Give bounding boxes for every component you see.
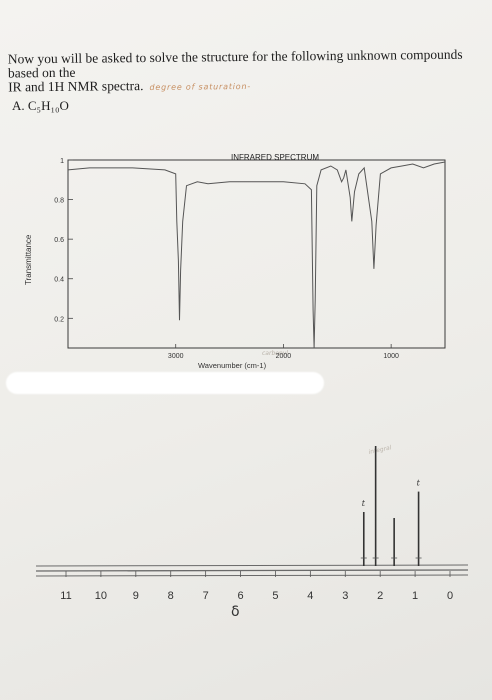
ir-ytick-label-4: 0.2 [54, 316, 64, 323]
redaction-mark [6, 372, 324, 394]
nmr-xtick-label-1: 10 [95, 590, 107, 602]
ir-ylabel: Transmittance [24, 234, 33, 285]
nmr-xtick-label-0: 11 [60, 590, 71, 602]
ir-xlabel: Wavenumber (cm-1) [198, 361, 267, 370]
ir-xtick-label-1: 2000 [276, 353, 292, 360]
ir-ytick-label-2: 0.6 [54, 237, 64, 244]
nmr-xtick-label-7: 4 [307, 590, 313, 602]
nmr-baseline-2 [35, 569, 469, 572]
nmr-baseline-3 [35, 574, 469, 577]
ir-spectrum-line [67, 161, 446, 349]
nmr-xtick-label-10: 1 [412, 590, 418, 602]
nmr-xtick-label-4: 7 [203, 590, 209, 602]
ir-ticks: 1 0.8 0.6 0.4 0.2 3000 2000 1000 [54, 158, 399, 360]
ir-plot-frame [67, 159, 446, 349]
nmr-ticks: 11 10 9 8 7 6 5 4 3 2 1 0 [60, 571, 453, 602]
part-label: A. C₅H₁₀O [12, 98, 69, 113]
ir-ytick-label-3: 0.4 [54, 277, 64, 284]
ir-annotation: carbonyl [262, 350, 288, 357]
ir-ytick-label-1: 0.8 [54, 198, 64, 205]
ir-ytick-label-0: 1 [60, 158, 64, 165]
nmr-xtick-label-11: 0 [447, 590, 453, 602]
ir-title: INFRARED SPECTRUM [231, 153, 319, 162]
nmr-xtick-label-6: 5 [272, 590, 278, 602]
nmr-peak-label-0: t [362, 499, 366, 508]
nmr-baseline-1 [35, 564, 469, 567]
nmr-xlabel: δ [231, 604, 240, 620]
nmr-xtick-label-5: 6 [237, 590, 243, 602]
nmr-xtick-label-8: 3 [342, 590, 348, 602]
nmr-xtick-label-3: 8 [168, 590, 174, 602]
nmr-xtick-label-2: 9 [133, 590, 139, 602]
nmr-peak-label-3: t [417, 479, 421, 488]
nmr-xtick-label-9: 2 [377, 590, 383, 602]
ir-xtick-label-2: 1000 [383, 353, 399, 360]
nmr-integral-note: integral [368, 444, 392, 456]
ir-xtick-label-0: 3000 [168, 353, 184, 360]
nmr-peaks: tt [360, 446, 422, 566]
